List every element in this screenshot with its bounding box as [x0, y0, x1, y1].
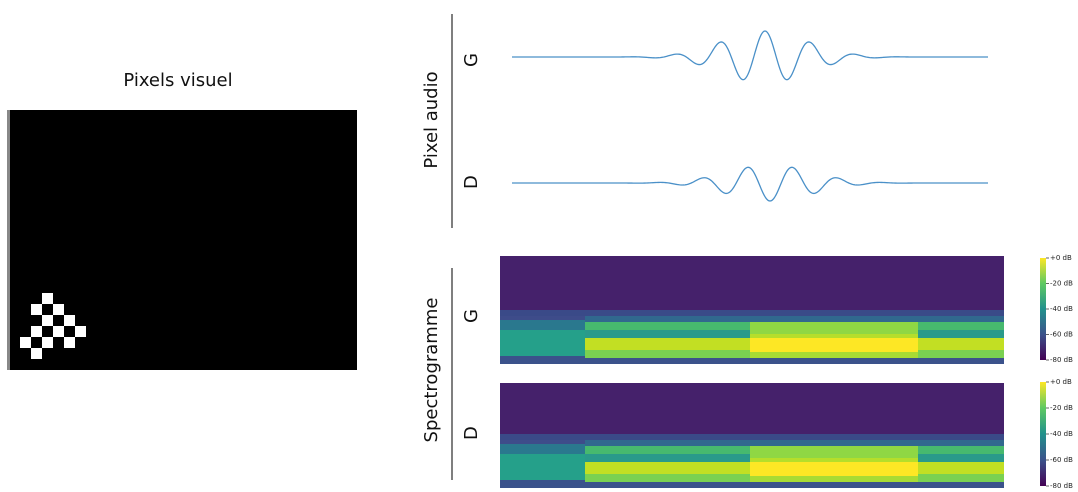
pixel-screen [9, 110, 357, 370]
band [750, 446, 918, 458]
band [750, 458, 918, 462]
band [500, 434, 1004, 440]
audio-title: Pixel audio [421, 71, 442, 168]
pixel [20, 337, 31, 348]
pixel [64, 315, 75, 326]
colorbar-label: -80 dB [1050, 356, 1073, 364]
colorbar-label: -20 dB [1050, 280, 1073, 288]
colorbar-label: +0 dB [1050, 378, 1072, 386]
band [585, 440, 750, 446]
band [500, 444, 585, 454]
waveform [512, 30, 988, 81]
band [500, 480, 585, 488]
band [750, 316, 918, 322]
colorbar-label: -40 dB [1050, 305, 1073, 313]
band [585, 482, 750, 488]
band [585, 446, 750, 454]
pixel [42, 293, 53, 304]
pixel [31, 304, 42, 315]
band [585, 474, 750, 482]
band [750, 358, 918, 364]
pixel [42, 337, 53, 348]
band [500, 454, 585, 480]
band [500, 356, 585, 364]
band [918, 358, 1004, 364]
band [500, 310, 1004, 316]
pixel [53, 304, 64, 315]
band [918, 440, 1004, 446]
channel-label: D [461, 175, 482, 189]
colorbar-label: -60 dB [1050, 331, 1073, 339]
band [585, 322, 750, 330]
band [918, 446, 1004, 454]
colorbar-label: -20 dB [1050, 404, 1073, 412]
band [918, 454, 1004, 462]
band [585, 338, 750, 350]
band [750, 462, 918, 476]
channel-label: D [461, 426, 482, 440]
band [918, 316, 1004, 322]
colorbar-label: -40 dB [1050, 430, 1073, 438]
waveform [512, 166, 988, 202]
band [500, 316, 585, 320]
colorbar-label: -80 dB [1050, 482, 1073, 490]
pixel [53, 326, 64, 337]
band [500, 440, 585, 444]
band [750, 334, 918, 338]
pixel [64, 337, 75, 348]
colorbar [1040, 258, 1046, 360]
colorbar [1040, 382, 1046, 486]
band [500, 320, 585, 330]
band [918, 462, 1004, 474]
band [918, 322, 1004, 330]
band [585, 462, 750, 474]
band [750, 440, 918, 446]
band [750, 482, 918, 488]
band [750, 476, 918, 482]
band [750, 338, 918, 352]
band [918, 330, 1004, 338]
band [585, 350, 750, 358]
pixel [75, 326, 86, 337]
colorbar-label: +0 dB [1050, 254, 1072, 262]
spectrograms: +0 dB -20 dB -40 dB -60 dB -80 dB +0 dB -20 dB… [500, 254, 1073, 490]
screen-edge [7, 110, 10, 370]
band [585, 330, 750, 338]
pixel [31, 348, 42, 359]
band [585, 358, 750, 364]
band [918, 338, 1004, 350]
colorbar-label: -60 dB [1050, 456, 1073, 464]
channel-label: G [461, 53, 482, 67]
band [918, 482, 1004, 488]
band [918, 350, 1004, 358]
visual-title: Pixels visuel [123, 70, 232, 91]
pixel-pattern [20, 293, 86, 359]
channel-label: G [461, 309, 482, 323]
pixel [31, 326, 42, 337]
band [585, 316, 750, 322]
band [750, 322, 918, 334]
band [918, 474, 1004, 482]
spectrogram-title: Spectrogramme [421, 298, 442, 443]
band [500, 330, 585, 356]
pixel [42, 315, 53, 326]
band [750, 352, 918, 358]
band [585, 454, 750, 462]
